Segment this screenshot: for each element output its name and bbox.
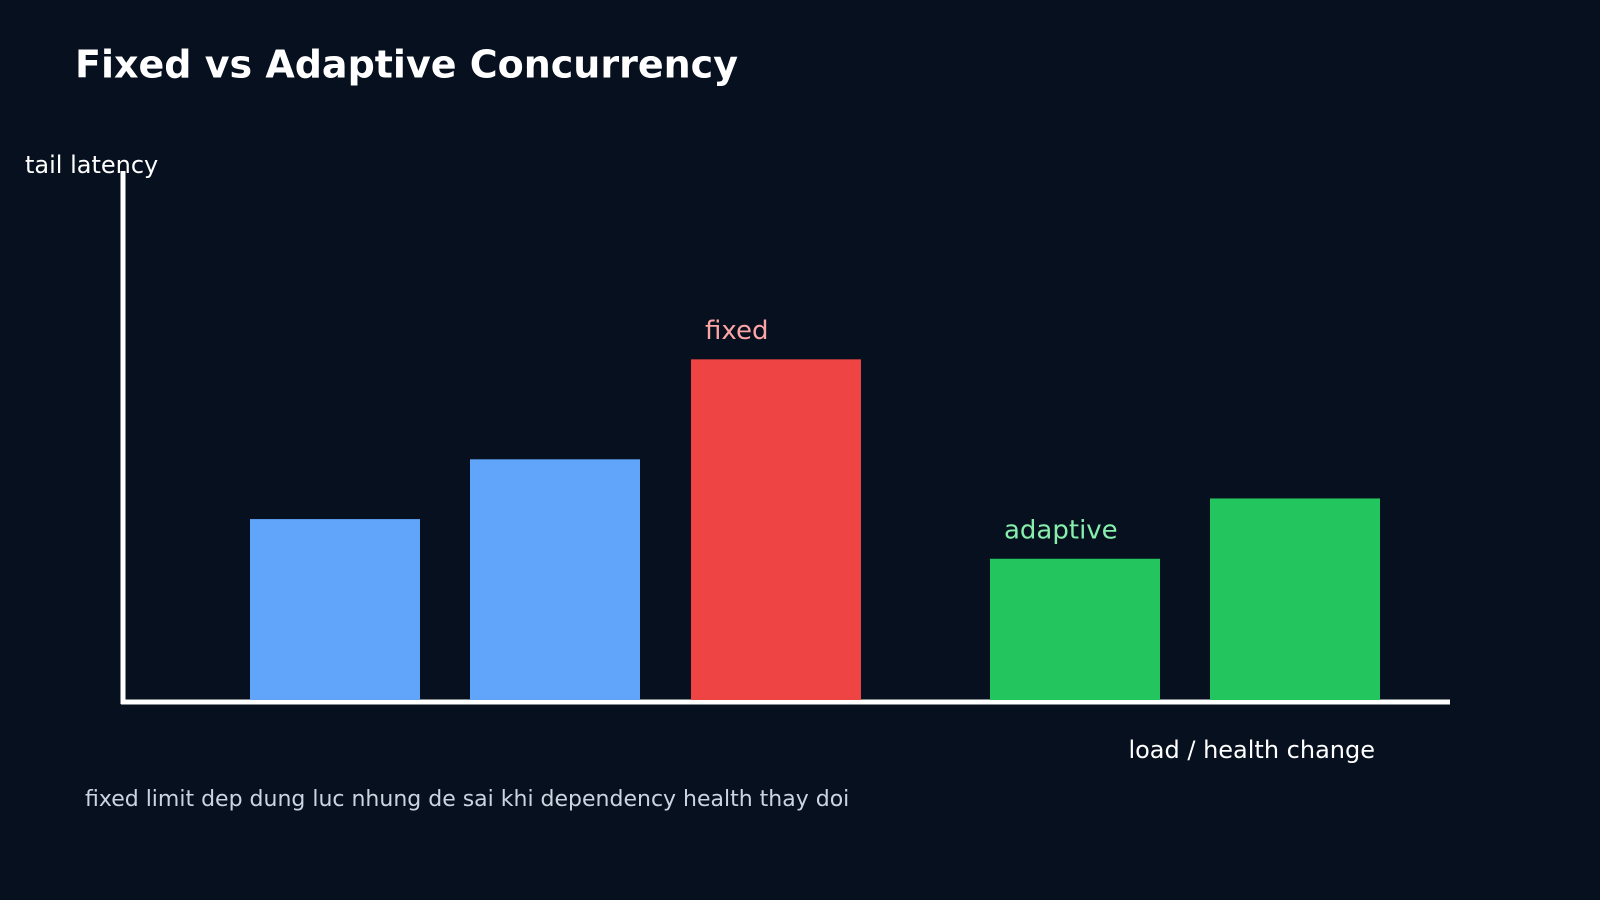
bar <box>691 359 861 700</box>
annotation: fixed <box>705 316 768 346</box>
y-axis-label: tail latency <box>25 151 158 179</box>
bar <box>250 519 420 700</box>
annotation: adaptive <box>1004 515 1118 545</box>
bar <box>990 558 1160 700</box>
x-axis-label: load / health change <box>1128 736 1375 764</box>
footnote: fixed limit dep dung luc nhung de sai kh… <box>85 787 849 812</box>
bar <box>1210 498 1380 700</box>
chart-title: Fixed vs Adaptive Concurrency <box>75 43 738 87</box>
bar <box>470 459 640 700</box>
